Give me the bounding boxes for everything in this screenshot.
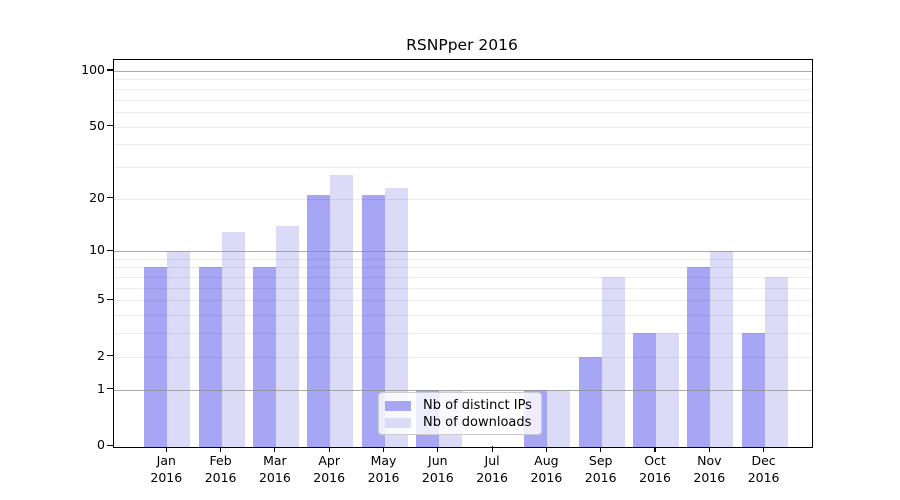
bar-downloads-sep [601,277,625,447]
x-tick-may [382,446,385,452]
x-tick-label-jun: Jun 2016 [421,453,454,485]
x-tick-feb [220,446,222,452]
bar-distinct-ips-sep [578,356,602,447]
x-tick-label-oct: Oct 2016 [639,453,671,485]
bar-distinct-ips-apr [307,194,331,447]
x-tick-label-dec: Dec 2016 [747,453,780,485]
x-tick-label-sep: Sep 2016 [584,453,617,485]
bars-layer [114,60,812,447]
x-tick-nov [708,446,710,452]
x-tick-label-mar: Mar 2016 [258,453,291,485]
x-tick-dec [763,446,765,452]
x-tick-apr [328,446,330,452]
legend-label-distinct-ips: Nb of distinct IPs [423,398,532,413]
x-tick-mar [274,446,276,452]
chart-title: RSNPper 2016 [406,36,518,54]
legend-item-distinct-ips: Nb of distinct IPs [385,398,537,413]
legend-label-downloads: Nb of downloads [423,415,532,430]
y-tick-label-10: 10 [89,242,105,258]
y-tick-20 [107,197,113,199]
x-tick-jun [437,446,439,452]
x-tick-label-aug: Aug 2016 [530,453,563,485]
x-tick-label-jan: Jan 2016 [150,453,183,485]
x-tick-label-apr: Apr 2016 [313,453,346,485]
y-tick-label-50: 50 [89,117,105,133]
plot-area [113,59,813,448]
bar-distinct-ips-nov [687,267,711,447]
y-tick-2 [107,355,113,357]
bar-distinct-ips-feb [198,267,222,447]
bar-distinct-ips-mar [252,267,276,447]
bar-downloads-oct [656,333,679,447]
x-tick-label-may: May 2016 [367,453,400,485]
y-tick-label-0: 0 [97,437,105,452]
y-tick-label-20: 20 [89,189,105,205]
bar-downloads-nov [710,251,734,447]
x-tick-jul [491,446,493,452]
bar-downloads-mar [275,225,299,447]
bar-distinct-ips-dec [741,333,765,447]
bar-downloads-aug [547,389,571,447]
bar-downloads-may [384,187,408,447]
x-tick-aug [545,446,547,452]
x-tick-sep [600,446,602,452]
x-tick-oct [654,446,656,452]
bar-distinct-ips-oct [633,333,656,447]
y-tick-label-5: 5 [97,291,105,307]
downloads-swatch [385,417,411,428]
y-tick-1 [107,388,113,390]
bar-downloads-jan [167,251,191,447]
y-tick-label-100: 100 [81,61,105,77]
legend-item-downloads: Nb of downloads [385,415,537,430]
bar-downloads-feb [221,231,245,447]
legend: Nb of distinct IPs Nb of downloads [378,392,542,435]
bar-downloads-apr [330,175,354,447]
bar-distinct-ips-may [361,194,385,447]
y-tick-100 [107,69,113,71]
x-tick-label-feb: Feb 2016 [204,453,237,485]
y-tick-label-1: 1 [97,380,105,396]
y-tick-label-2: 2 [97,347,105,363]
y-tick-5 [107,298,113,301]
bar-distinct-ips-jan [144,267,168,447]
x-tick-label-nov: Nov 2016 [693,453,726,485]
x-tick-label-jul: Jul 2016 [476,453,508,485]
y-tick-0 [107,444,113,446]
distinct-ips-swatch [385,400,411,411]
x-tick-jan [165,446,167,452]
bar-downloads-dec [764,277,788,447]
y-tick-10 [107,249,113,251]
y-tick-50 [107,125,113,127]
